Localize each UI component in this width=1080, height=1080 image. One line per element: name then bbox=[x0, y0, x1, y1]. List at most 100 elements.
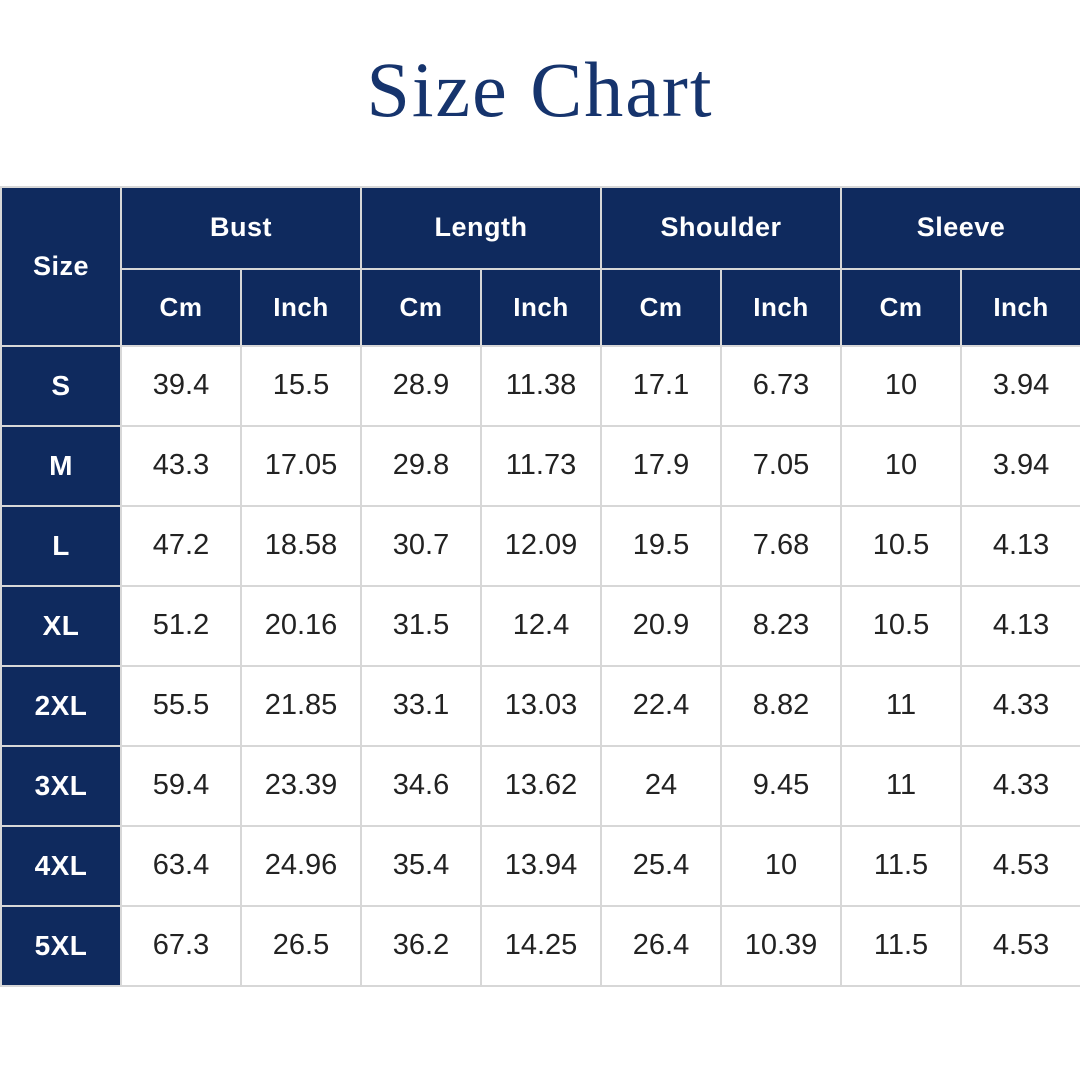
cell-length-cm: 35.4 bbox=[360, 824, 482, 907]
cell-shoulder-cm: 19.5 bbox=[600, 504, 723, 587]
row-header-xl: XL bbox=[0, 584, 122, 667]
cell-length-cm: 36.2 bbox=[360, 904, 482, 987]
cell-length-cm: 30.7 bbox=[360, 504, 482, 587]
table-row-m: M 43.3 17.05 29.8 11.73 17.9 7.05 10 3.9… bbox=[0, 424, 1080, 507]
cell-length-cm: 33.1 bbox=[360, 664, 482, 747]
col-group-bust: Bust bbox=[120, 185, 362, 270]
cell-sleeve-inch: 4.13 bbox=[960, 504, 1080, 587]
cell-shoulder-inch: 7.68 bbox=[720, 504, 843, 587]
cell-bust-cm: 63.4 bbox=[120, 824, 242, 907]
cell-shoulder-inch: 7.05 bbox=[720, 424, 843, 507]
col-group-length: Length bbox=[359, 185, 603, 270]
cell-bust-cm: 59.4 bbox=[120, 744, 242, 827]
page-title: Size Chart bbox=[366, 46, 714, 133]
cell-shoulder-inch: 10 bbox=[720, 824, 843, 907]
cell-shoulder-cm: 22.4 bbox=[600, 664, 723, 747]
table-row-l: L 47.2 18.58 30.7 12.09 19.5 7.68 10.5 4… bbox=[0, 504, 1080, 587]
cell-shoulder-inch: 8.82 bbox=[720, 664, 843, 747]
cell-shoulder-inch: 9.45 bbox=[720, 744, 843, 827]
table-header: Size Bust Length Shoulder Sleeve Cm Inch… bbox=[0, 185, 1080, 347]
cell-bust-inch: 15.5 bbox=[240, 344, 362, 427]
col-header-sleeve-inch: Inch bbox=[960, 267, 1080, 347]
cell-sleeve-cm: 11 bbox=[840, 664, 963, 747]
cell-sleeve-cm: 10 bbox=[840, 344, 963, 427]
table-row-5xl: 5XL 67.3 26.5 36.2 14.25 26.4 10.39 11.5… bbox=[0, 904, 1080, 987]
cell-length-inch: 13.62 bbox=[479, 744, 603, 827]
cell-shoulder-inch: 6.73 bbox=[720, 344, 843, 427]
col-header-size: Size bbox=[0, 185, 122, 347]
cell-bust-inch: 23.39 bbox=[240, 744, 362, 827]
cell-shoulder-cm: 17.9 bbox=[600, 424, 723, 507]
row-header-4xl: 4XL bbox=[0, 824, 122, 907]
col-header-bust-cm: Cm bbox=[120, 267, 242, 347]
row-header-3xl: 3XL bbox=[0, 744, 122, 827]
cell-length-cm: 34.6 bbox=[360, 744, 482, 827]
cell-sleeve-cm: 10.5 bbox=[840, 584, 963, 667]
col-header-bust-inch: Inch bbox=[240, 267, 362, 347]
table-row-s: S 39.4 15.5 28.9 11.38 17.1 6.73 10 3.94 bbox=[0, 344, 1080, 427]
cell-bust-inch: 26.5 bbox=[240, 904, 362, 987]
cell-length-cm: 29.8 bbox=[360, 424, 482, 507]
cell-sleeve-cm: 10 bbox=[840, 424, 963, 507]
col-header-sleeve-cm: Cm bbox=[840, 267, 963, 347]
unit-header-row: Cm Inch Cm Inch Cm Inch Cm Inch bbox=[1, 267, 1080, 347]
cell-length-cm: 28.9 bbox=[360, 344, 482, 427]
cell-length-inch: 13.94 bbox=[479, 824, 603, 907]
cell-length-cm: 31.5 bbox=[360, 584, 482, 667]
cell-bust-cm: 43.3 bbox=[120, 424, 242, 507]
cell-sleeve-inch: 3.94 bbox=[960, 344, 1080, 427]
cell-sleeve-inch: 4.53 bbox=[960, 904, 1080, 987]
table-row-3xl: 3XL 59.4 23.39 34.6 13.62 24 9.45 11 4.3… bbox=[0, 744, 1080, 827]
cell-sleeve-cm: 11 bbox=[840, 744, 963, 827]
cell-sleeve-inch: 4.33 bbox=[960, 664, 1080, 747]
table-row-4xl: 4XL 63.4 24.96 35.4 13.94 25.4 10 11.5 4… bbox=[0, 824, 1080, 907]
cell-shoulder-cm: 26.4 bbox=[600, 904, 723, 987]
cell-shoulder-cm: 20.9 bbox=[600, 584, 723, 667]
cell-sleeve-inch: 4.33 bbox=[960, 744, 1080, 827]
group-header-row: Size Bust Length Shoulder Sleeve bbox=[0, 185, 1080, 347]
cell-shoulder-inch: 10.39 bbox=[720, 904, 843, 987]
cell-bust-inch: 17.05 bbox=[240, 424, 362, 507]
row-header-s: S bbox=[0, 344, 122, 427]
cell-length-inch: 14.25 bbox=[479, 904, 603, 987]
table-body: S 39.4 15.5 28.9 11.38 17.1 6.73 10 3.94… bbox=[0, 344, 1080, 987]
cell-length-inch: 11.38 bbox=[479, 344, 603, 427]
cell-length-inch: 12.09 bbox=[479, 504, 603, 587]
row-header-2xl: 2XL bbox=[0, 664, 122, 747]
cell-bust-cm: 39.4 bbox=[120, 344, 242, 427]
cell-length-inch: 11.73 bbox=[479, 424, 603, 507]
col-header-shoulder-cm: Cm bbox=[600, 267, 723, 347]
col-group-shoulder: Shoulder bbox=[600, 185, 843, 270]
cell-bust-inch: 20.16 bbox=[240, 584, 362, 667]
cell-length-inch: 12.4 bbox=[479, 584, 603, 667]
cell-bust-inch: 24.96 bbox=[240, 824, 362, 907]
cell-bust-inch: 21.85 bbox=[240, 664, 362, 747]
cell-sleeve-inch: 3.94 bbox=[960, 424, 1080, 507]
table-row-2xl: 2XL 55.5 21.85 33.1 13.03 22.4 8.82 11 4… bbox=[0, 664, 1080, 747]
row-header-m: M bbox=[0, 424, 122, 507]
col-header-length-inch: Inch bbox=[479, 267, 603, 347]
table-row-xl: XL 51.2 20.16 31.5 12.4 20.9 8.23 10.5 4… bbox=[0, 584, 1080, 667]
cell-bust-cm: 47.2 bbox=[120, 504, 242, 587]
cell-bust-cm: 55.5 bbox=[120, 664, 242, 747]
col-header-length-cm: Cm bbox=[360, 267, 482, 347]
cell-sleeve-cm: 11.5 bbox=[840, 824, 963, 907]
row-header-5xl: 5XL bbox=[0, 904, 122, 987]
cell-sleeve-inch: 4.53 bbox=[960, 824, 1080, 907]
col-group-sleeve: Sleeve bbox=[840, 185, 1080, 270]
col-header-shoulder-inch: Inch bbox=[720, 267, 843, 347]
cell-shoulder-inch: 8.23 bbox=[720, 584, 843, 667]
cell-shoulder-cm: 24 bbox=[600, 744, 723, 827]
cell-shoulder-cm: 25.4 bbox=[600, 824, 723, 907]
cell-bust-cm: 67.3 bbox=[120, 904, 242, 987]
cell-length-inch: 13.03 bbox=[479, 664, 603, 747]
size-chart-table: Size Bust Length Shoulder Sleeve Cm Inch… bbox=[0, 185, 1080, 987]
row-header-l: L bbox=[0, 504, 122, 587]
cell-sleeve-inch: 4.13 bbox=[960, 584, 1080, 667]
cell-shoulder-cm: 17.1 bbox=[600, 344, 723, 427]
cell-bust-inch: 18.58 bbox=[240, 504, 362, 587]
cell-sleeve-cm: 11.5 bbox=[840, 904, 963, 987]
cell-sleeve-cm: 10.5 bbox=[840, 504, 963, 587]
cell-bust-cm: 51.2 bbox=[120, 584, 242, 667]
